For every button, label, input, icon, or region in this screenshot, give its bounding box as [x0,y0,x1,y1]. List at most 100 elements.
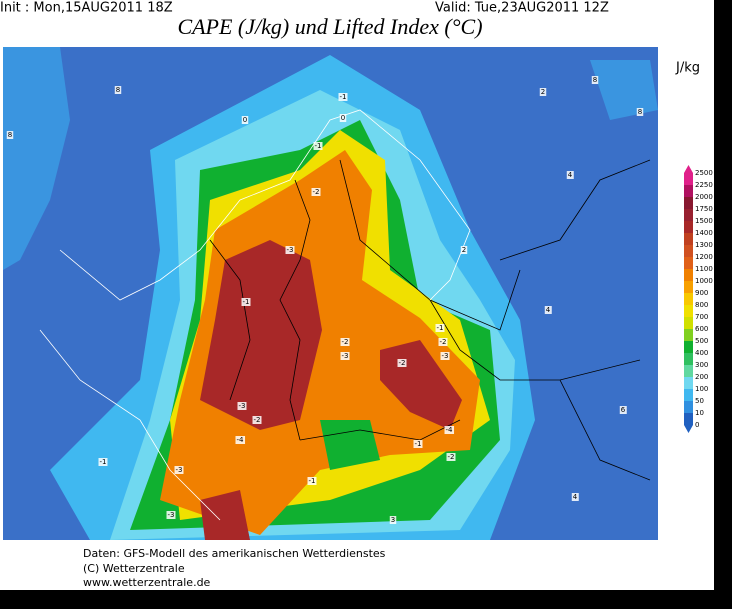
label-box [166,511,176,519]
label-box [539,88,547,96]
cape-area [200,240,322,430]
label-box [237,402,247,410]
label-box [566,171,574,179]
lifted-index-label: 8 [8,131,12,139]
label-box [389,516,397,524]
colorbar-swatch [684,365,693,377]
frame-edge [714,0,732,609]
colorbar-label: 2500 [695,169,713,177]
colorbar-swatch [684,197,693,209]
lifted-index-label: -1 [243,298,250,306]
label-box [307,477,317,485]
init-time: Init : Mon,15AUG2011 18Z [0,1,173,16]
lifted-index-label: -3 [342,352,349,360]
lifted-index-label: 6 [621,406,626,414]
colorbar-swatch [684,317,693,329]
map [3,47,658,540]
lifted-index-label: -4 [446,426,454,434]
lifted-index-label: -1 [340,93,347,101]
colorbar-swatch [684,245,693,257]
colorbar-cap [684,165,693,173]
footer-line: www.wetterzentrale.de [83,576,211,589]
colorbar-label: 800 [695,301,708,309]
lifted-index-label: 3 [391,516,395,524]
label-box [591,76,599,84]
colorbar-label: 1750 [695,205,713,213]
lifted-index-label: 4 [568,171,573,179]
label-box [338,93,348,101]
colorbar-label: 2000 [695,193,713,201]
colorbar-label: 900 [695,289,708,297]
label-box [413,440,423,448]
colorbar-label: 300 [695,361,708,369]
footer-line: Daten: GFS-Modell des amerikanischen Wet… [83,547,386,560]
label-box [440,352,450,360]
label-box [446,453,456,461]
colorbar-swatch [684,257,693,269]
colorbar-label: 1300 [695,241,713,249]
colorbar-swatch [684,329,693,341]
label-box [313,142,323,150]
map-title: CAPE (J/kg) und Lifted Index (°C) [177,14,482,39]
colorbar-swatch [684,281,693,293]
lifted-index-label: -4 [237,436,245,444]
colorbar-swatch [684,377,693,389]
label-box [636,108,644,116]
lifted-index-label: 8 [116,86,120,94]
lifted-index-label: -2 [342,338,349,346]
lifted-index-label: -1 [415,440,422,448]
colorbar-label: 1100 [695,265,713,273]
label-box [114,86,122,94]
colorbar-swatch [684,389,693,401]
colorbar-swatch [684,413,693,425]
colorbar-swatch [684,293,693,305]
colorbar-label: 2250 [695,181,713,189]
colorbar-swatch [684,173,693,185]
colorbar-swatch [684,353,693,365]
colorbar-label: 1000 [695,277,713,285]
colorbar-label: 10 [695,409,704,417]
label-box [340,352,350,360]
colorbar-label: 0 [695,421,699,429]
colorbar-swatch [684,185,693,197]
label-box [241,116,249,124]
label-box [252,416,262,424]
lifted-index-label: -1 [309,477,316,485]
colorbar-label: 200 [695,373,708,381]
borders [209,159,651,481]
colorbar-swatch [684,401,693,413]
cape-area [200,490,250,540]
lifted-index-label: 4 [573,493,578,501]
cape-area [320,420,380,470]
label-box [98,458,108,466]
legend-unit: J/kg [675,61,700,76]
lifted-index-label: 8 [593,76,597,84]
label-box [397,359,407,367]
label-box [6,131,14,139]
label-box [340,338,350,346]
lifted-index-label: -2 [313,188,320,196]
footer-line: (C) Wetterzentrale [83,562,185,575]
colorbar-label: 1200 [695,253,713,261]
lifted-index-label: -1 [315,142,322,150]
colorbar-swatch [684,269,693,281]
label-box [235,436,246,444]
lifted-index-label: -2 [254,416,261,424]
lifted-index-label: -2 [399,359,406,367]
lifted-index-label: -3 [287,246,294,254]
label-box [339,114,347,122]
lifted-index-label: 2 [541,88,545,96]
lifted-index-label: 0 [341,114,345,122]
cape-area [590,60,658,120]
colorbar-swatch [684,305,693,317]
label-box [438,338,448,346]
lifted-index-label: -3 [176,466,183,474]
colorbar-label: 1400 [695,229,713,237]
label-box [174,466,184,474]
label-box [619,406,627,414]
lifted-index-label: -3 [442,352,449,360]
colorbar-label: 400 [695,349,708,357]
label-box [311,188,321,196]
